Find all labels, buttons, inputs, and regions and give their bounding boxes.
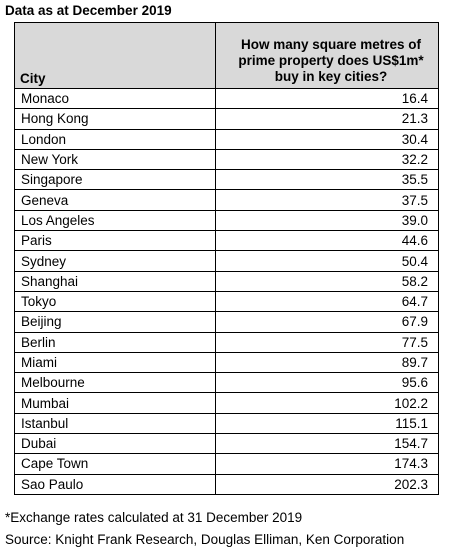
city-cell: Mumbai — [14, 392, 216, 414]
header-cell: City — [14, 22, 216, 89]
table-row: Hong Kong 21.3 — [14, 108, 439, 130]
value-cell: 77.5 — [215, 331, 439, 353]
city-cell: Paris — [14, 230, 216, 252]
city-cell: London — [14, 128, 216, 150]
city-cell: Los Angeles — [14, 209, 216, 232]
table-row: Mumbai 102.2 — [14, 392, 439, 414]
table-row: Melbourne 95.6 — [14, 372, 439, 394]
value-cell: 64.7 — [215, 290, 439, 313]
footnote: *Exchange rates calculated at 31 Decembe… — [5, 510, 303, 525]
value-cell: 174.3 — [215, 453, 439, 475]
city-cell: Hong Kong — [14, 108, 216, 130]
city-cell: Istanbul — [14, 412, 216, 435]
city-cell: Cape Town — [14, 453, 216, 475]
value-cell: 202.3 — [215, 473, 439, 495]
title: Data as at December 2019 — [5, 3, 172, 18]
city-cell: Shanghai — [14, 270, 216, 292]
city-cell: Monaco — [14, 87, 216, 110]
table-row: Paris 44.6 — [14, 230, 439, 252]
value-cell: 32.2 — [215, 148, 439, 171]
table-row: New York 32.2 — [14, 148, 439, 171]
city-cell: Dubai — [14, 433, 216, 455]
table-row: Los Angeles 39.0 — [14, 209, 439, 232]
city-cell: Melbourne — [14, 372, 216, 394]
table-row: Cape Town 174.3 — [14, 453, 439, 475]
data-table: City How many square metres of prime pro… — [14, 22, 439, 495]
value-cell: 67.9 — [215, 311, 439, 333]
table-row: Monaco 16.4 — [14, 87, 439, 110]
value-cell: 89.7 — [215, 351, 439, 374]
value-cell: 35.5 — [215, 169, 439, 191]
table-row: Singapore 35.5 — [14, 169, 439, 191]
table-row: Berlin 77.5 — [14, 331, 439, 353]
header-row: City How many square metres of prime pro… — [14, 22, 439, 89]
value-cell: 50.4 — [215, 250, 439, 272]
value-cell: 58.2 — [215, 270, 439, 292]
value-cell: 21.3 — [215, 108, 439, 130]
value-cell: 154.7 — [215, 433, 439, 455]
city-cell: Tokyo — [14, 290, 216, 313]
value-cell: 44.6 — [215, 230, 439, 252]
city-cell: Geneva — [14, 189, 216, 211]
value-cell: 115.1 — [215, 412, 439, 435]
city-cell: Beijing — [14, 311, 216, 333]
city-cell: New York — [14, 148, 216, 171]
city-cell: Sydney — [14, 250, 216, 272]
header-cell: How many square metres of prime property… — [215, 22, 439, 89]
table-row: Shanghai 58.2 — [14, 270, 439, 292]
table-row: Istanbul 115.1 — [14, 412, 439, 435]
value-cell: 16.4 — [215, 87, 439, 110]
table-row: Tokyo 64.7 — [14, 290, 439, 313]
city-cell: Singapore — [14, 169, 216, 191]
table-body: Monaco 16.4 Hong Kong 21.3 London 30.4 New Yor… — [14, 87, 439, 495]
table-row: Miami 89.7 — [14, 351, 439, 374]
table-row: Geneva 37.5 — [14, 189, 439, 211]
table-row: Dubai 154.7 — [14, 433, 439, 455]
city-cell: Sao Paulo — [14, 473, 216, 495]
table-row: London 30.4 — [14, 128, 439, 150]
value-cell: 102.2 — [215, 392, 439, 414]
city-cell: Miami — [14, 351, 216, 374]
table-row: Sao Paulo 202.3 — [14, 473, 439, 495]
value-cell: 39.0 — [215, 209, 439, 232]
city-cell: Berlin — [14, 331, 216, 353]
table-row: Sydney 50.4 — [14, 250, 439, 272]
value-cell: 30.4 — [215, 128, 439, 150]
value-cell: 95.6 — [215, 372, 439, 394]
table-row: Beijing 67.9 — [14, 311, 439, 333]
value-cell: 37.5 — [215, 189, 439, 211]
footnote: Source: Knight Frank Research, Douglas E… — [5, 532, 405, 547]
